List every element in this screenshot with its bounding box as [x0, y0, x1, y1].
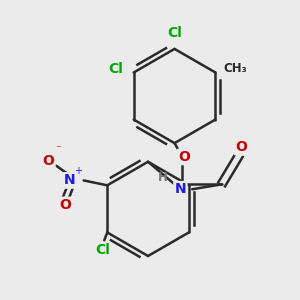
Text: N: N [175, 182, 186, 196]
Text: O: O [178, 150, 190, 164]
Text: Cl: Cl [109, 61, 124, 76]
Text: CH₃: CH₃ [223, 62, 247, 75]
Text: O: O [59, 198, 71, 212]
Text: H: H [158, 171, 168, 184]
Text: Cl: Cl [167, 26, 182, 40]
Text: ⁻: ⁻ [55, 144, 61, 154]
Text: O: O [42, 154, 54, 168]
Text: Cl: Cl [95, 243, 110, 257]
Text: O: O [235, 140, 247, 154]
Text: +: + [74, 166, 82, 176]
Text: N: N [64, 173, 76, 188]
